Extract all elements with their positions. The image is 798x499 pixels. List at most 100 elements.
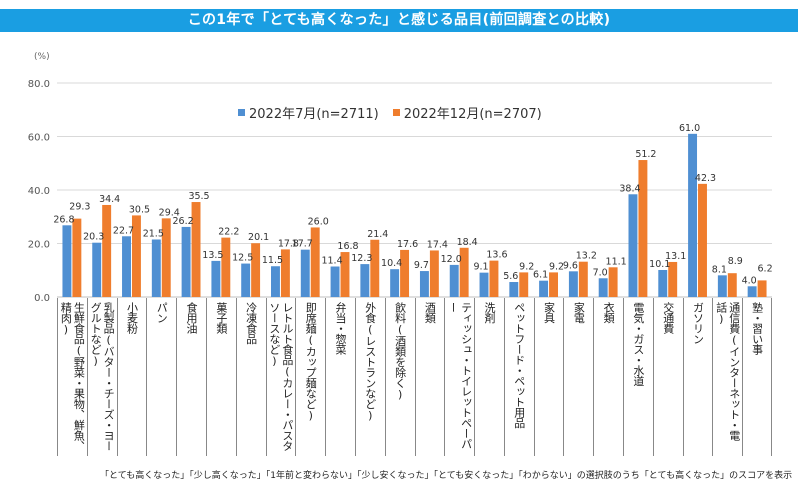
bar-series1 (568, 271, 578, 297)
data-label-series2: 8.9 (728, 256, 743, 267)
legend-item-series2: 2022年12月(n=2707) (392, 103, 542, 122)
data-label-series2: 13.6 (486, 250, 507, 261)
category-label-wrap: 食用油 (177, 298, 206, 456)
category-label: 即席麺(カップ麺など) (304, 302, 318, 422)
bar-series2 (340, 252, 350, 297)
bar-series1 (598, 278, 608, 297)
category-label-box: 生鮮食品(野菜・果物、鮮魚、精肉) (57, 298, 87, 456)
category-label-wrap: レトルト食品(カレー・パスタソースなど) (267, 298, 296, 456)
bar-series1 (330, 266, 340, 297)
legend-swatch-series2 (392, 109, 400, 116)
data-label-series1: 9.6 (563, 260, 578, 271)
bar-series1 (92, 242, 102, 297)
legend-label-series2: 2022年12月(n=2707) (403, 107, 542, 122)
category-label-wrap: 冷凍食品 (237, 298, 266, 456)
category-label-box: 外食(レストランなど) (354, 298, 385, 456)
category-label: レトルト食品(カレー・パスタソースなど) (267, 302, 294, 451)
category-label-wrap: 弁当・惣菜 (326, 298, 355, 456)
bars (62, 133, 767, 297)
bar-series1 (658, 269, 668, 297)
category-label-wrap: ペットフード・ペット用品 (505, 298, 534, 456)
category-label-box: 洗剤 (474, 298, 504, 456)
bar-series2 (429, 250, 439, 297)
y-tick-label: 40.0 (28, 186, 50, 197)
category-label-wrap: 家具 (535, 298, 564, 456)
category-label-wrap: 家電 (564, 298, 593, 456)
bar-series2 (280, 249, 290, 297)
bar-series1 (62, 225, 72, 297)
data-label-series1: 9.7 (414, 260, 429, 271)
category-label-box: 食用油 (176, 298, 206, 456)
bar-series1 (628, 194, 638, 297)
y-axis-ticks: 0.0 20.0 40.0 60.0 80.0 (28, 79, 50, 304)
y-axis-unit-label: (%) (34, 52, 50, 62)
category-label-wrap: 通信費(インターネット・電話) (713, 298, 742, 456)
category-label: 食用油 (185, 302, 199, 334)
legend-swatch-series1 (238, 109, 245, 116)
category-label: 菓子類 (214, 302, 228, 334)
data-label-series2: 51.2 (635, 149, 656, 160)
bar-series2 (549, 272, 558, 297)
data-label-series2: 21.4 (367, 229, 388, 240)
bar-series2 (698, 183, 707, 297)
footnote: 「とても高くなった」「少し高くなった」「1年前と変わらない」「少し安くなった」「… (100, 471, 793, 481)
category-label-wrap: 小麦粉 (118, 298, 147, 456)
bar-series2 (161, 218, 171, 297)
data-label-series1: 11.4 (321, 256, 342, 267)
category-label: 冷凍食品 (244, 302, 258, 344)
category-label-box: ガソリン (682, 298, 713, 456)
category-label-box: 通信費(インターネット・電話) (712, 298, 742, 456)
category-label-box: 家具 (533, 298, 564, 456)
data-label-series1: 10.4 (381, 258, 402, 269)
data-label-series1: 13.5 (202, 250, 223, 261)
category-label-box: 菓子類 (205, 298, 236, 456)
data-label-series2: 11.1 (606, 256, 627, 267)
category-label-wrap: 塾・習い事 (743, 298, 771, 456)
y-tick-label: 80.0 (28, 79, 50, 90)
category-label-wrap: 菓子類 (207, 298, 236, 456)
data-labels: 26.829.3 20.3 34.4 22.7 30.5 21.5 29.426.2 35.5… (53, 123, 772, 286)
data-label-series1: 4.0 (742, 275, 757, 286)
category-label: ペットフード・ペット用品 (512, 302, 526, 428)
category-label-box: パン (146, 298, 176, 456)
bar-series1 (539, 280, 549, 297)
data-label-series2: 30.5 (129, 204, 150, 215)
category-label: 家具 (542, 302, 556, 323)
bar-series1 (509, 282, 519, 297)
category-label: 交通費 (661, 302, 675, 334)
data-label-series1: 10.1 (649, 259, 670, 270)
category-label: 家電 (572, 302, 586, 323)
category-label: 電気・ガス・水道 (631, 302, 645, 386)
category-label-box: 交通費 (652, 298, 683, 456)
data-label-series2: 42.3 (695, 173, 716, 184)
category-label: 塾・習い事 (750, 302, 764, 355)
bar-series2 (310, 227, 320, 297)
category-label-box: 弁当・惣菜 (325, 298, 355, 456)
bar-series1 (122, 236, 131, 297)
bar-series2 (459, 247, 469, 297)
category-label-box: 飲料(酒類を除く) (384, 298, 415, 456)
category-label-wrap: 乳製品(バター・チーズ・ヨーグルトなど) (88, 298, 117, 456)
data-label-series2: 13.1 (665, 251, 686, 262)
data-label-series1: 38.4 (619, 183, 640, 194)
category-label: 酒類 (423, 302, 437, 323)
data-label-series2: 9.2 (519, 261, 534, 272)
category-label: ガソリン (691, 302, 705, 344)
bar-series1 (747, 286, 757, 297)
y-tick-label: 20.0 (28, 240, 50, 251)
bar-series2 (668, 261, 678, 297)
data-label-series2: 13.2 (576, 251, 597, 262)
category-label-box: レトルト食品(カレー・パスタソースなど) (265, 298, 296, 456)
category-label-wrap: 交通費 (654, 298, 683, 456)
data-label-series1: 26.8 (53, 214, 74, 225)
bar-series2 (727, 273, 737, 297)
bar-series2 (400, 249, 410, 297)
bar-series2 (72, 218, 82, 297)
data-label-series1: 12.3 (351, 253, 372, 264)
data-label-series2: 22.2 (218, 227, 239, 238)
category-label-box: 小麦粉 (116, 298, 147, 456)
category-label-box: ペットフード・ペット用品 (503, 298, 534, 456)
data-label-series2: 20.1 (248, 232, 269, 243)
data-label-series1: 61.0 (679, 123, 700, 134)
